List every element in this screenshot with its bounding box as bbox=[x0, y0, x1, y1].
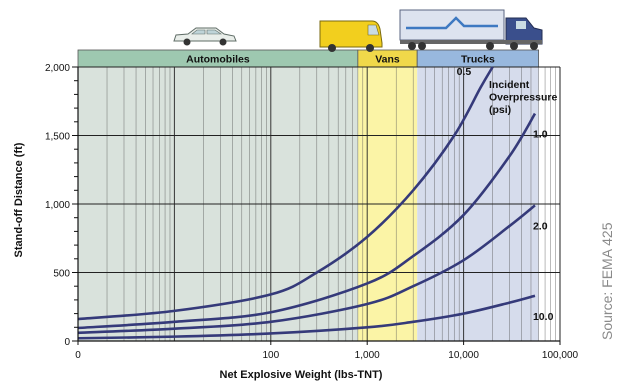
x-tick-label: 100,000 bbox=[542, 350, 579, 361]
truck-icon bbox=[399, 9, 543, 50]
x-tick-label: 100 bbox=[262, 350, 279, 361]
curve-2.0-psi bbox=[77, 204, 536, 335]
curve-label-0.5: 0.5 bbox=[457, 66, 472, 78]
curve-1.0-psi bbox=[77, 112, 537, 330]
vehicle-zones: Automobiles Vans Trucks bbox=[77, 49, 540, 341]
overpressure-curves bbox=[77, 66, 537, 340]
zone-label-vans: Vans bbox=[375, 54, 400, 66]
y-tick-label: 1,000 bbox=[45, 200, 70, 211]
y-axis-title: Stand-off Distance (ft) bbox=[13, 142, 25, 257]
x-axis-title: Net Explosive Weight (lbs-TNT) bbox=[220, 369, 383, 381]
axes: 0 500 1,000 1,500 2,000 0 100 1,000 10,000 100,00… bbox=[13, 63, 579, 381]
curve-label-10.0: 10.0 bbox=[533, 311, 554, 323]
legend-title-line: Overpressure bbox=[489, 92, 557, 104]
x-tick-label: 10,000 bbox=[448, 350, 479, 361]
vehicle-illustrations bbox=[173, 9, 543, 52]
van-icon bbox=[319, 20, 383, 52]
legend-title-line: (psi) bbox=[489, 104, 511, 116]
curve-label-2.0: 2.0 bbox=[533, 220, 548, 232]
zone-label-trucks: Trucks bbox=[461, 54, 495, 66]
y-tick-label: 2,000 bbox=[45, 63, 70, 74]
car-icon bbox=[173, 27, 237, 46]
y-tick-label: 0 bbox=[64, 337, 70, 348]
curve-10.0-psi bbox=[77, 294, 536, 340]
x-tick-label: 0 bbox=[75, 350, 81, 361]
y-tick-label: 1,500 bbox=[45, 132, 70, 143]
legend-title-line: Incident bbox=[489, 79, 530, 91]
zone-label-automobiles: Automobiles bbox=[186, 54, 250, 66]
curve-0.5-psi bbox=[77, 66, 494, 321]
x-tick-label: 1,000 bbox=[355, 350, 380, 361]
source-note: Source: FEMA 425 bbox=[599, 222, 615, 340]
curve-label-1.0: 1.0 bbox=[533, 129, 548, 141]
y-tick-label: 500 bbox=[53, 269, 70, 280]
